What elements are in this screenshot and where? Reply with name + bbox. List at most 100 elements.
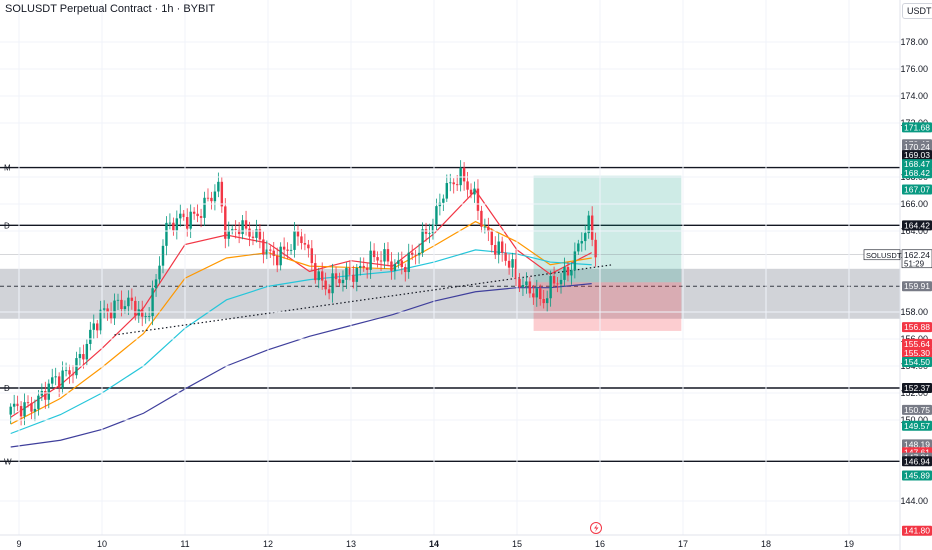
candle-body xyxy=(189,211,192,229)
candle-body xyxy=(327,289,331,294)
countdown-label: 51:29 xyxy=(904,259,925,268)
level-label: D xyxy=(4,221,10,230)
long-position-tool xyxy=(533,175,682,331)
candle-body xyxy=(518,278,521,288)
candle-body xyxy=(490,231,494,246)
candle-body xyxy=(317,271,320,281)
candle-body xyxy=(206,197,210,199)
candle-body xyxy=(455,184,459,186)
price-tag xyxy=(902,122,932,133)
price-tag xyxy=(902,322,932,333)
candle-body xyxy=(85,343,89,360)
price-tag xyxy=(902,525,932,536)
candle-body xyxy=(130,297,134,301)
candle-body xyxy=(428,233,431,235)
time-axis: 9 10 11 12 13 14 15 16 17 18 19 xyxy=(16,539,854,549)
loss-zone xyxy=(533,282,682,331)
candle-body xyxy=(265,249,269,255)
candle-body xyxy=(258,229,262,240)
price-tag-label: 171.68 xyxy=(904,122,930,132)
candle-body xyxy=(224,206,227,239)
candle-body xyxy=(279,246,282,266)
chart-title: SOLUSDT Perpetual Contract · 1h · BYBIT xyxy=(5,3,216,15)
candle-body xyxy=(407,252,410,273)
candle-body xyxy=(168,222,172,224)
candle-body xyxy=(210,197,213,202)
candle-body xyxy=(9,406,12,415)
candle-body xyxy=(296,231,300,237)
candle-body xyxy=(442,198,445,203)
price-tag-label: 154.50 xyxy=(904,357,930,367)
candle-body xyxy=(521,284,525,288)
candle-body xyxy=(331,273,334,294)
candle-body xyxy=(424,229,428,234)
candle-body xyxy=(161,245,165,266)
x-tick-label: 19 xyxy=(844,539,854,549)
x-tick-label: 17 xyxy=(678,539,688,549)
candle-body xyxy=(175,218,179,231)
candle-body xyxy=(137,309,140,316)
candle-body xyxy=(545,298,549,304)
candle-body xyxy=(234,229,237,230)
y-tick-label: 158.00 xyxy=(900,307,928,317)
candle-body xyxy=(61,370,64,388)
candle-body xyxy=(203,197,206,218)
candle-body xyxy=(525,281,528,285)
x-tick-label: 13 xyxy=(346,539,356,549)
candle-body xyxy=(487,226,490,232)
current-price-tag xyxy=(901,249,932,269)
price-tag-label: 164.42 xyxy=(904,220,930,230)
candle-body xyxy=(556,283,559,285)
price-tag xyxy=(902,184,932,195)
candle-body xyxy=(469,189,473,195)
candle-body xyxy=(414,254,417,256)
currency-badge[interactable]: USDT xyxy=(902,3,932,19)
level-label: M xyxy=(4,164,11,173)
candle-body xyxy=(338,279,341,284)
candle-body xyxy=(404,266,407,273)
candle-body xyxy=(51,377,54,384)
candle-body xyxy=(369,250,372,270)
candle-body xyxy=(19,406,23,417)
y-tick-label: 150.00 xyxy=(900,415,928,425)
price-tags: 171.68170.43170.24169.03168.47168.42167.… xyxy=(863,122,932,536)
candle-body xyxy=(449,182,452,184)
candle-body xyxy=(33,408,37,412)
x-tick-label: 11 xyxy=(180,539,189,549)
price-tag xyxy=(902,281,932,292)
candle-body xyxy=(57,376,61,388)
candle-body xyxy=(542,299,545,304)
candle-body xyxy=(37,395,40,409)
price-tag-label: 148.19 xyxy=(904,439,930,449)
price-tag-label: 150.75 xyxy=(904,405,930,415)
candle-body xyxy=(320,271,324,281)
candle-body xyxy=(511,259,514,268)
price-tag-label: 152.37 xyxy=(904,383,930,393)
candle-body xyxy=(570,270,573,276)
candle-body xyxy=(473,188,476,195)
candle-body xyxy=(376,257,379,261)
candle-body xyxy=(590,215,594,240)
candle-body xyxy=(559,279,563,285)
candle-body xyxy=(147,316,151,317)
candle-body xyxy=(23,402,26,417)
candle-body xyxy=(262,239,265,255)
y-tick-label: 176.00 xyxy=(900,64,928,74)
candle-body xyxy=(141,309,144,317)
candle-body xyxy=(539,288,542,300)
candle-body xyxy=(251,236,255,238)
candle-body xyxy=(182,213,185,218)
candle-body xyxy=(78,354,82,359)
price-tag-label: 168.42 xyxy=(904,168,930,178)
candle-body xyxy=(158,265,161,280)
moving-average-line xyxy=(10,220,592,425)
profit-zone xyxy=(533,175,682,283)
candlesticks xyxy=(0,160,900,426)
level-label: D xyxy=(4,384,10,393)
candle-body xyxy=(217,181,220,192)
candle-body xyxy=(68,370,71,375)
candle-body xyxy=(435,206,438,225)
price-tag xyxy=(902,404,932,415)
candle-body xyxy=(497,241,500,255)
